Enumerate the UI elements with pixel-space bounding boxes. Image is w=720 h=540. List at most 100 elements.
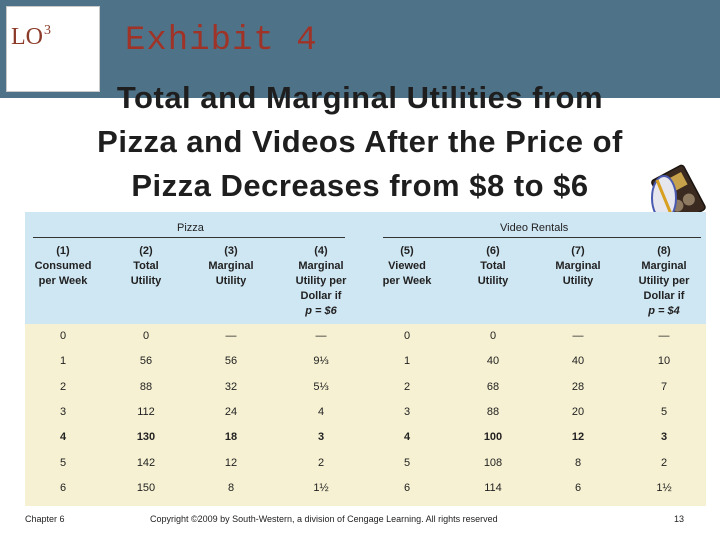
- column-header: (8) Marginal Utility per Dollar if p = $4: [624, 244, 704, 319]
- table-cell: 4: [317, 405, 325, 418]
- column-header-line: (3): [224, 245, 238, 257]
- table-cell: 5⅓: [313, 380, 329, 393]
- table-cell: 0: [142, 330, 150, 342]
- table-cell: 1½: [656, 481, 672, 494]
- table-cell: 12: [224, 456, 238, 469]
- column-header-line: (7): [571, 245, 585, 257]
- column-header-line: Marginal: [555, 260, 601, 272]
- column-header-line: Marginal: [641, 260, 687, 272]
- column-header-line: Total: [133, 260, 159, 272]
- table-cell: 56: [139, 355, 153, 368]
- table-cell: 0: [489, 330, 497, 342]
- exhibit-label: Exhibit 4: [125, 22, 318, 60]
- header-band: [0, 0, 720, 98]
- column-header: (7) Marginal Utility: [538, 244, 618, 289]
- table-cell: 150: [136, 481, 156, 494]
- learning-objective-label: LO3: [11, 23, 51, 50]
- column-header: (5) Viewed per Week: [367, 244, 447, 289]
- column-header-line: Utility: [130, 275, 162, 287]
- column-header-line: Utility: [562, 275, 594, 287]
- column-header-line: (2): [139, 245, 153, 257]
- title-line-3: Pizza Decreases from $8 to $6: [131, 168, 589, 203]
- table-cell: 3: [403, 405, 411, 418]
- column-header-line: Utility per: [295, 275, 347, 287]
- column-header-line: (4): [314, 245, 328, 257]
- table-cell: 6: [574, 481, 582, 494]
- table-cell: 2: [317, 456, 325, 469]
- table-cell: 5: [59, 456, 67, 469]
- table-cell: 12: [571, 431, 585, 444]
- table-cell: 32: [224, 380, 238, 393]
- column-header: (4) Marginal Utility per Dollar if p = $6: [281, 244, 361, 319]
- table-cell: —: [315, 330, 327, 342]
- column-header: (6) Total Utility: [453, 244, 533, 289]
- column-header-line: Utility: [215, 275, 247, 287]
- video-cassette-icon: [651, 164, 706, 226]
- footer-copyright: Copyright ©2009 by South-Western, a divi…: [150, 514, 498, 524]
- table-cell: 114: [484, 481, 502, 494]
- table-cell: 1½: [313, 481, 329, 494]
- table-cell: 1: [403, 355, 411, 368]
- table-cell: 7: [660, 380, 668, 393]
- table-cell: 142: [136, 456, 156, 469]
- column-header-line: Utility: [477, 275, 509, 287]
- column-header-line: per Week: [38, 275, 88, 287]
- table-cell: 1: [59, 355, 67, 368]
- table-cell: 9⅓: [313, 355, 329, 368]
- table-cell: 6: [59, 481, 67, 494]
- footer-page-number: 13: [674, 514, 685, 524]
- column-header-line: Viewed: [388, 260, 426, 272]
- learning-objective-box: LO3: [6, 6, 100, 92]
- table-cell: 56: [224, 355, 238, 368]
- column-header-line: Dollar if: [300, 290, 342, 302]
- table-cell: 10: [657, 355, 671, 368]
- column-header-line: p = $6: [305, 305, 337, 317]
- table-cell: 4: [59, 431, 67, 444]
- column-header: (3) Marginal Utility: [191, 244, 271, 289]
- table-cell: 130: [136, 431, 156, 444]
- table-cell: 4: [403, 431, 411, 444]
- group-rule-pizza: [33, 237, 345, 238]
- column-header-line: Consumed: [34, 260, 92, 272]
- table-cell: —: [225, 330, 237, 342]
- utility-table: Pizza Video Rentals (1) Consumed per Week(…: [25, 212, 706, 506]
- table-header: [25, 212, 706, 324]
- table-cell: 108: [483, 456, 503, 469]
- table-cell: 0: [59, 330, 67, 342]
- table-cell: 88: [139, 380, 153, 393]
- group-rule-video-rentals: [383, 237, 701, 238]
- column-header-line: p = $4: [648, 305, 680, 317]
- slide-title: Total and Marginal Utilities from Pizza …: [0, 76, 720, 208]
- column-header-line: Total: [480, 260, 506, 272]
- group-label-video-rentals: Video Rentals: [500, 222, 569, 234]
- table-cell: 112: [137, 405, 155, 418]
- title-line-1: Total and Marginal Utilities from: [116, 80, 604, 115]
- table-cell: 5: [660, 405, 668, 418]
- table-cell: 8: [574, 456, 582, 469]
- column-header-line: Utility per: [638, 275, 690, 287]
- column-header-line: (8): [657, 245, 671, 257]
- table-cell: 68: [486, 380, 500, 393]
- table-cell: —: [572, 330, 584, 342]
- title-line-2: Pizza and Videos After the Price of: [97, 124, 623, 159]
- table-cell: 0: [403, 330, 411, 342]
- table-cell: 20: [571, 405, 585, 418]
- table-cell: 3: [59, 405, 67, 418]
- table-cell: 40: [571, 355, 585, 368]
- column-header-line: per Week: [382, 275, 432, 287]
- table-cell: 24: [224, 405, 238, 418]
- table-cell: 6: [403, 481, 411, 494]
- column-header: (2) Total Utility: [106, 244, 186, 289]
- column-header-line: (1): [56, 245, 70, 257]
- table-cell: 8: [227, 481, 235, 494]
- column-header-line: Dollar if: [643, 290, 685, 302]
- table-cell: 2: [403, 380, 411, 393]
- table-cell: 40: [486, 355, 500, 368]
- column-header-line: Marginal: [208, 260, 254, 272]
- table-cell: 2: [59, 380, 67, 393]
- column-header-line: (5): [400, 245, 414, 257]
- group-label-pizza: Pizza: [177, 222, 204, 234]
- table-cell: 2: [660, 456, 668, 469]
- table-cell: 5: [403, 456, 411, 469]
- table-cell: 100: [483, 431, 503, 444]
